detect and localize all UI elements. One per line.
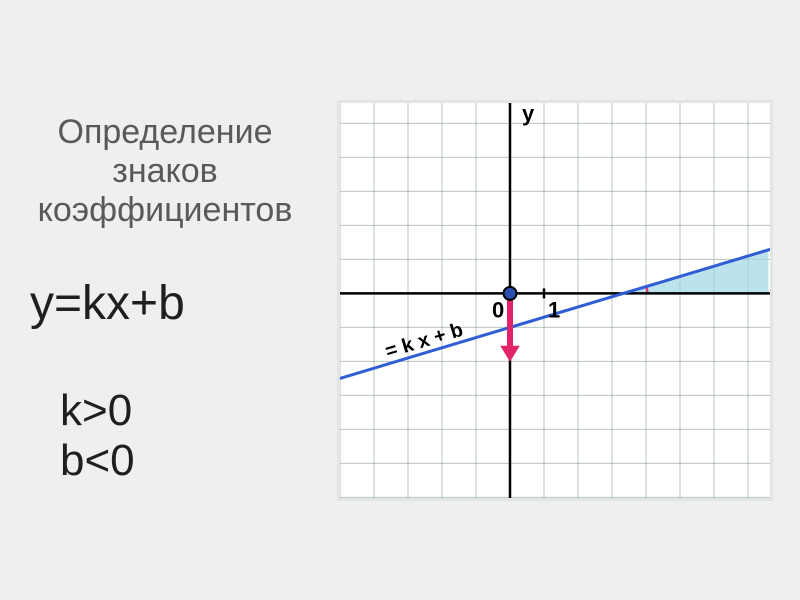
slide: Определение знаков коэффициентов y=kx+b … <box>0 0 800 600</box>
left-panel: Определение знаков коэффициентов y=kx+b … <box>0 113 310 486</box>
origin-label: 0 <box>492 297 504 322</box>
unit-label: 1 <box>548 297 560 322</box>
conditions: k>0 b<0 <box>20 386 310 487</box>
slide-title: Определение знаков коэффициентов <box>20 113 310 230</box>
chart-svg: 0 1 y = k x + b <box>340 103 770 498</box>
equation: y=kx+b <box>20 276 310 331</box>
line-label: = k x + b <box>383 318 466 362</box>
title-line: знаков <box>112 152 218 190</box>
chart-wrap: 0 1 y = k x + b <box>310 100 800 501</box>
condition-k: k>0 <box>60 386 310 437</box>
linear-function-chart: 0 1 y = k x + b <box>337 100 773 501</box>
title-line: Определение <box>58 113 273 151</box>
condition-b: b<0 <box>60 436 310 487</box>
origin-dot <box>504 286 517 299</box>
title-line: коэффициентов <box>38 191 293 229</box>
y-axis-label: y <box>522 103 535 126</box>
